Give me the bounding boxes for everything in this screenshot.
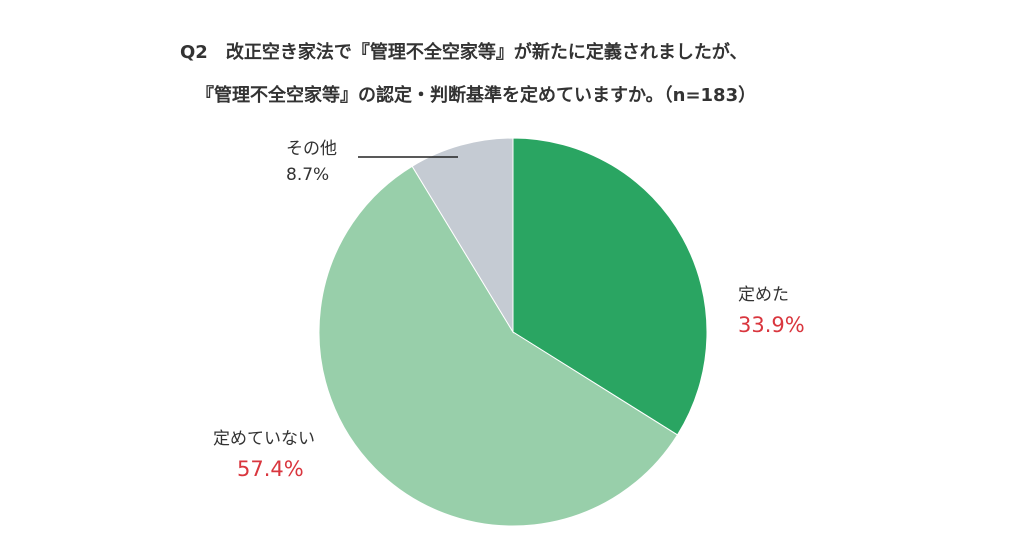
value-label-other: 8.7% bbox=[286, 165, 329, 185]
label-other: その他 bbox=[286, 139, 337, 159]
value-label-decided: 33.9% bbox=[738, 313, 805, 337]
pie-slice-not-decided bbox=[318, 165, 679, 527]
label-not-decided: 定めていない bbox=[213, 429, 315, 449]
chart-subtitle: 『管理不全空家等』の認定・判断基準を定めていますか。（n=183） bbox=[196, 84, 756, 106]
chart-title: Q2 改正空き家法で『管理不全空家等』が新たに定義されましたが、 bbox=[180, 41, 747, 63]
pie-slices bbox=[318, 137, 708, 527]
pie-slice-other bbox=[411, 137, 514, 334]
value-label-not-decided: 57.4% bbox=[237, 457, 304, 481]
pie-slice-decided bbox=[512, 137, 708, 436]
label-decided: 定めた bbox=[738, 285, 789, 305]
